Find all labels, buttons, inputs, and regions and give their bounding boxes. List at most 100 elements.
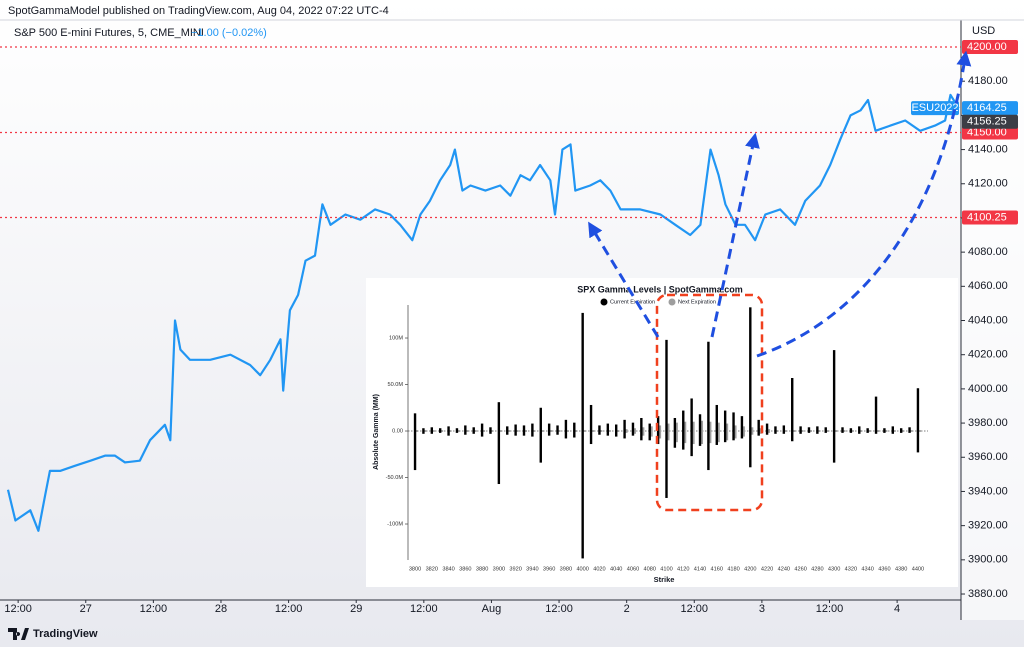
brand-logo — [8, 628, 29, 640]
gamma-bar — [732, 412, 735, 432]
x-tick-label: 3 — [759, 603, 765, 615]
gamma-bar — [708, 431, 712, 444]
gamma-bar — [841, 427, 844, 432]
gamma-bar — [851, 430, 854, 432]
inset-background — [366, 278, 958, 587]
gamma-bar — [440, 431, 444, 432]
gamma-bar — [807, 427, 811, 432]
gamma-bar — [549, 430, 553, 432]
annotations — [588, 50, 972, 512]
x-tick-label: 4180 — [727, 566, 739, 572]
gamma-bar — [859, 430, 863, 432]
x-tick-label: 4220 — [761, 566, 773, 572]
gamma-bar — [633, 431, 636, 434]
x-tick-label: 3900 — [493, 566, 505, 572]
annotation-arrow — [710, 132, 760, 338]
gamma-bar — [564, 431, 568, 439]
gamma-bar — [667, 423, 670, 432]
y-tick-label: 4000.00 — [968, 383, 1008, 395]
gamma-bar — [868, 430, 871, 432]
gamma-bar — [556, 425, 559, 432]
inset-title: SPX Gamma Levels | SpotGamma.com — [577, 284, 743, 294]
gamma-bar — [574, 431, 578, 432]
gamma-bar — [440, 430, 444, 432]
gamma-bar — [558, 431, 561, 432]
gamma-bar — [558, 430, 561, 432]
gamma-bar — [826, 431, 829, 432]
gamma-bar — [899, 431, 903, 433]
y-tick-label: 4080.00 — [968, 246, 1008, 258]
symbol-tag: ESU2022 — [911, 102, 958, 114]
gamma-bar — [849, 431, 853, 433]
gamma-bar — [566, 430, 569, 432]
price-tag — [962, 101, 1018, 116]
gamma-bar — [457, 430, 460, 432]
gamma-bar — [858, 431, 861, 434]
gamma-bar — [918, 431, 921, 432]
gamma-bar — [482, 430, 486, 432]
gamma-bar — [506, 426, 509, 432]
x-tick-label: 12:00 — [545, 603, 573, 615]
gamma-bar — [589, 431, 593, 445]
gamma-bar — [447, 426, 450, 432]
gamma-bar — [698, 414, 702, 432]
legend-label: Current Expiration — [610, 299, 655, 305]
gamma-bar — [615, 431, 618, 437]
x-tick-label: 4140 — [694, 566, 706, 572]
symbol-line: S&P 500 E-mini Futures, 5, CME_MINI — [14, 27, 204, 39]
gamma-bar — [908, 431, 911, 433]
price-chart: 3880.00 3900.00 3920.00 3940.00 3960.00 3980.… — [0, 40, 1018, 615]
gamma-bar — [667, 431, 670, 441]
gamma-bar — [514, 431, 517, 436]
y-tick-label: 4120.00 — [968, 178, 1008, 190]
gamma-bar — [480, 423, 484, 432]
level-tag — [962, 210, 1018, 225]
price-label: 4156.25 — [967, 116, 1007, 128]
y-tick-label: 3920.00 — [968, 520, 1008, 532]
gamma-bar — [430, 427, 434, 432]
gamma-bar — [801, 430, 804, 432]
publish-line: SpotGammaModel published on TradingView.… — [8, 5, 389, 17]
gamma-bar — [717, 431, 720, 443]
gamma-bar — [692, 421, 695, 432]
gamma-bar — [809, 430, 812, 432]
gamma-bar — [641, 431, 645, 436]
gamma-bar — [524, 430, 528, 432]
gamma-bar — [583, 431, 586, 432]
gamma-bar — [834, 431, 838, 432]
x-tick-label: 3980 — [560, 566, 572, 572]
gamma-bar — [464, 431, 467, 435]
gamma-bar — [491, 430, 494, 432]
gamma-bar — [776, 431, 779, 432]
x-tick-label: 12:00 — [816, 603, 844, 615]
gamma-bar — [625, 431, 628, 433]
y-tick-label: 50.0M — [387, 382, 403, 388]
gamma-bar — [524, 431, 528, 432]
gamma-bar — [782, 425, 786, 432]
x-tick-label: 3940 — [526, 566, 538, 572]
gamma-bar — [765, 423, 769, 432]
gamma-bar — [447, 431, 450, 436]
y-tick-label: -100M — [387, 521, 403, 527]
gamma-bar — [482, 431, 486, 432]
gamma-bar — [581, 312, 584, 432]
x-tick-label: 4240 — [778, 566, 790, 572]
x-tick-label: 4340 — [861, 566, 873, 572]
gamma-bar — [715, 404, 718, 432]
gamma-bar — [472, 431, 475, 434]
gamma-bar — [916, 388, 920, 432]
gamma-bar — [598, 431, 601, 435]
x-tick-label: 4000 — [576, 566, 588, 572]
gamma-bar — [675, 431, 678, 443]
gamma-bar — [455, 431, 459, 433]
gamma-bar — [859, 431, 863, 432]
gamma-bar — [824, 431, 827, 433]
gamma-bar — [556, 431, 559, 435]
y-tick-label: 3960.00 — [968, 451, 1008, 463]
gamma-bar — [532, 430, 536, 432]
y-tick-label: 0.00 — [392, 428, 403, 434]
gamma-bar — [539, 407, 542, 432]
gamma-bar — [876, 431, 880, 432]
gamma-bar — [698, 431, 702, 446]
gamma-bar — [430, 431, 434, 434]
